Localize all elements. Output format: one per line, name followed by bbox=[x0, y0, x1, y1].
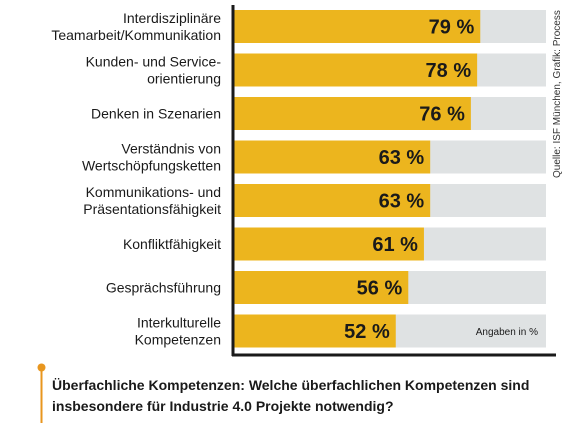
bar bbox=[233, 227, 424, 261]
unit-note: Angaben in % bbox=[476, 327, 538, 338]
bar bbox=[233, 314, 396, 348]
category-label: Interdisziplinäre Teamarbeit/Kommunikatio… bbox=[51, 10, 221, 43]
category-label: Kunden- und Service-orientierung bbox=[86, 54, 222, 87]
category-label: Konfliktfähigkeit bbox=[123, 236, 221, 252]
caption-marker-icon bbox=[37, 363, 46, 423]
category-label: Gesprächsführung bbox=[106, 280, 221, 296]
data-label: 63 % bbox=[379, 147, 425, 169]
bar bbox=[233, 53, 478, 87]
data-label: 63 % bbox=[379, 191, 425, 213]
data-label: 79 % bbox=[429, 17, 475, 39]
data-label: 76 % bbox=[419, 104, 465, 126]
category-label: Denken in Szenarien bbox=[91, 106, 221, 122]
data-label: 52 % bbox=[344, 321, 390, 343]
bar bbox=[233, 140, 431, 174]
chart: 79 % Interdisziplinäre Teamarbeit/Kommunik… bbox=[51, 5, 563, 357]
data-label: 61 % bbox=[372, 234, 418, 256]
data-label: 56 % bbox=[357, 278, 403, 300]
category-label: Interkulturelle Kompetenzen bbox=[135, 315, 222, 348]
chart-caption: Überfachliche Kompetenzen: Welche überfa… bbox=[52, 377, 530, 414]
source-note: Quelle: ISF München, Grafik: Process bbox=[552, 10, 563, 178]
category-label: Verständnis von Wertschöpfungsketten bbox=[82, 141, 221, 174]
category-label: Kommunikations- und Präsentationsfähigkei… bbox=[83, 184, 221, 217]
bar bbox=[233, 271, 409, 304]
bar bbox=[233, 97, 471, 130]
bar bbox=[233, 184, 431, 217]
bar bbox=[233, 10, 481, 43]
data-label: 78 % bbox=[426, 60, 472, 82]
